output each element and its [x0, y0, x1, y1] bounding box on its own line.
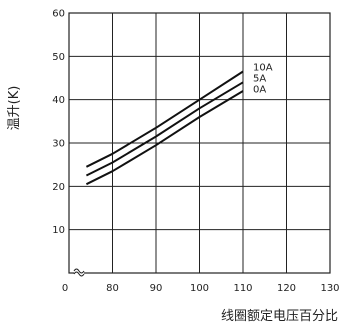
- y-tick-label: 20: [52, 182, 65, 193]
- series-line-10a: [85, 70, 244, 168]
- x-tick-label: 90: [150, 283, 163, 294]
- series-label-10a: 10A: [253, 63, 273, 74]
- axis-break-mark: [73, 266, 85, 277]
- y-tick-label: 60: [52, 9, 65, 20]
- grid: [69, 13, 330, 273]
- axis-break-gap: [74, 266, 84, 274]
- x-axis-title: 线圈额定电压百分比: [221, 309, 338, 324]
- series-line-0a: [85, 90, 244, 186]
- x-tick-label: 0: [62, 283, 68, 294]
- y-tick-labels: 10 20 30 40 50 60: [52, 9, 65, 237]
- y-axis-title: 温升(K): [7, 86, 22, 131]
- series-line-5a: [85, 81, 244, 177]
- x-tick-label: 120: [277, 283, 296, 294]
- axis-break-stroke: [73, 268, 85, 274]
- x-tick-label: 110: [233, 283, 252, 294]
- y-tick-label: 30: [52, 139, 65, 150]
- series-label-0a: 0A: [253, 85, 266, 96]
- series-label-5a: 5A: [253, 74, 266, 85]
- series-lines: [85, 70, 244, 186]
- y-tick-label: 50: [52, 52, 65, 63]
- x-tick-label: 130: [320, 283, 339, 294]
- x-tick-label: 100: [190, 283, 209, 294]
- x-tick-labels: 0 80 90 100 110 120 130: [62, 283, 340, 294]
- y-tick-label: 10: [52, 225, 65, 236]
- y-tick-label: 40: [52, 95, 65, 106]
- x-tick-label: 80: [106, 283, 119, 294]
- plot-frame: [68, 12, 331, 274]
- axis-break-stroke: [73, 271, 85, 277]
